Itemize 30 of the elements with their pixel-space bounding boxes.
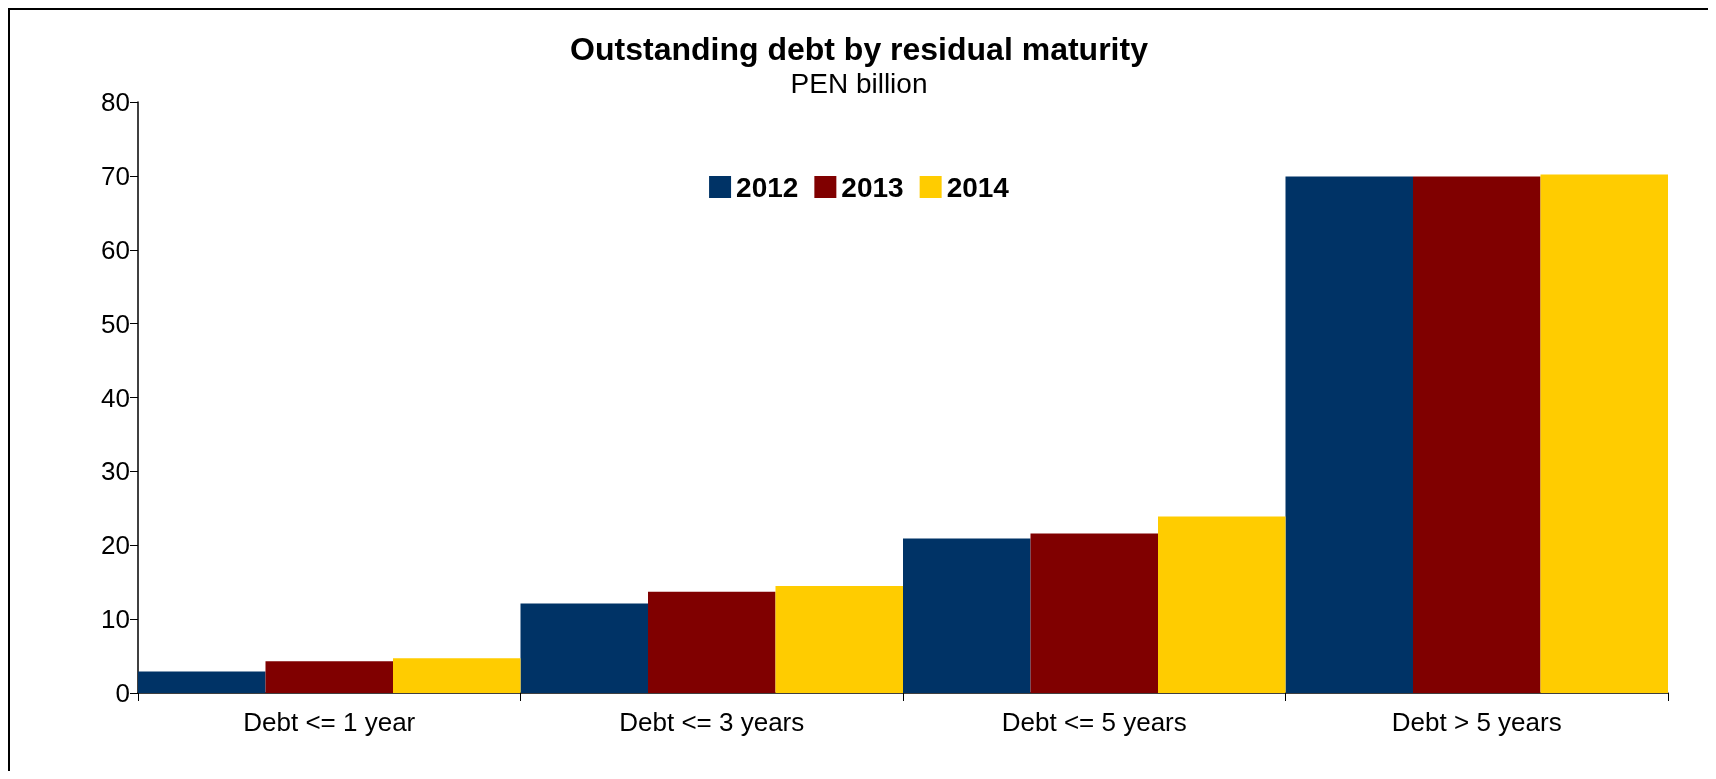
y-tick-label: 20 (101, 530, 130, 561)
y-tick-label: 40 (101, 382, 130, 413)
chart-subtitle: PEN billion (790, 67, 928, 99)
x-tick-label: Debt <= 3 years (619, 707, 805, 737)
bar (393, 658, 521, 693)
y-tick-label: 80 (101, 87, 130, 117)
y-tick-label: 60 (101, 234, 130, 265)
bar (1158, 516, 1286, 693)
y-tick-label: 0 (115, 678, 130, 708)
bar (520, 603, 648, 693)
y-tick-label: 70 (101, 160, 130, 191)
legend-label: 2013 (841, 171, 904, 203)
bar (1540, 174, 1668, 693)
bar (1285, 176, 1413, 693)
y-tick-label: 30 (101, 456, 130, 487)
x-tick-label: Debt > 5 years (1391, 707, 1562, 737)
y-tick-label: 10 (101, 604, 130, 635)
bar (138, 671, 266, 693)
chart-title: Outstanding debt by residual maturity (570, 31, 1149, 67)
legend-label: 2014 (946, 171, 1010, 203)
bar (648, 591, 776, 693)
y-tick-label: 50 (101, 308, 130, 339)
x-tick-label: Debt <= 5 years (1001, 707, 1187, 737)
legend-label: 2012 (736, 171, 799, 203)
bar (1413, 176, 1541, 693)
x-tick-label: Debt <= 1 year (243, 707, 416, 737)
bar (775, 585, 903, 693)
bar (1030, 533, 1158, 693)
bar (903, 538, 1031, 693)
bar (265, 661, 393, 693)
